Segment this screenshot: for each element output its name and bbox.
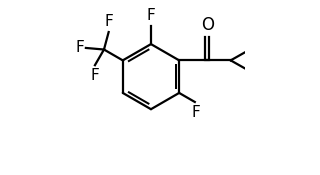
Text: O: O: [201, 16, 214, 34]
Text: F: F: [91, 68, 99, 83]
Text: F: F: [147, 8, 155, 23]
Text: F: F: [75, 40, 84, 55]
Text: F: F: [191, 105, 200, 120]
Text: F: F: [104, 14, 113, 29]
